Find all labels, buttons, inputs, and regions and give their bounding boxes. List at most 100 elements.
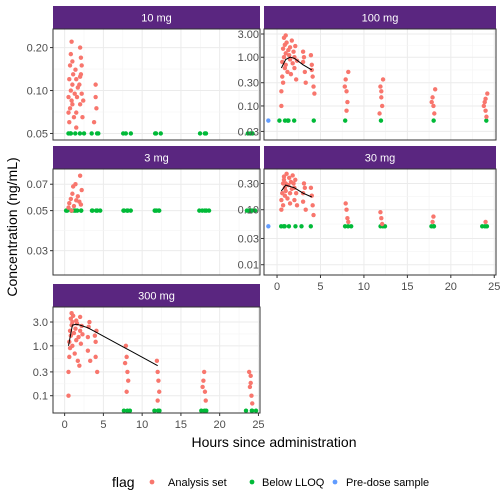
point-analysis	[308, 53, 314, 58]
point-below-lloq	[127, 408, 133, 413]
point-analysis	[291, 49, 296, 54]
panel-strip-label: 30 mg	[365, 153, 396, 165]
point-below-lloq	[243, 408, 249, 413]
point-analysis	[303, 207, 308, 212]
point-analysis	[301, 181, 307, 186]
point-analysis	[343, 201, 348, 206]
point-analysis	[284, 171, 289, 176]
point-analysis	[76, 334, 81, 340]
point-analysis	[287, 57, 293, 62]
point-analysis	[379, 216, 384, 221]
point-below-lloq	[197, 131, 203, 136]
point-analysis	[66, 205, 71, 210]
point-analysis	[67, 63, 73, 68]
point-analysis	[203, 398, 208, 403]
point-analysis	[93, 354, 98, 360]
point-below-lloq	[299, 224, 304, 229]
point-analysis	[77, 328, 83, 334]
point-analysis	[78, 72, 84, 77]
point-analysis	[283, 33, 288, 38]
point-analysis	[70, 102, 75, 107]
point-below-lloq	[293, 224, 298, 229]
point-analysis	[283, 188, 288, 194]
point-analysis	[312, 91, 317, 96]
point-analysis	[250, 401, 255, 406]
legend-label-blq: Below LLOQ	[262, 477, 325, 489]
point-analysis	[377, 111, 382, 116]
point-analysis	[91, 119, 97, 125]
point-analysis	[344, 108, 349, 113]
point-below-lloq	[253, 408, 259, 413]
point-analysis	[379, 89, 384, 94]
point-below-lloq	[250, 131, 255, 136]
point-analysis	[379, 103, 385, 109]
point-analysis	[293, 177, 298, 182]
point-below-lloq	[249, 408, 255, 413]
point-analysis	[73, 326, 78, 331]
legend-entry-predose: Pre-dose sample	[332, 477, 429, 489]
point-analysis	[481, 103, 487, 109]
y-tick-label: 0.30	[238, 78, 259, 90]
point-analysis	[67, 77, 72, 82]
point-analysis	[123, 343, 129, 349]
panel-strip-label: 3 mg	[144, 153, 168, 165]
point-below-lloq	[206, 208, 212, 213]
point-analysis	[280, 46, 286, 51]
point-analysis	[70, 319, 75, 325]
point-analysis	[70, 59, 75, 64]
point-analysis	[280, 80, 286, 85]
point-analysis	[284, 40, 289, 45]
point-below-lloq	[249, 208, 255, 213]
point-below-lloq	[378, 118, 384, 123]
point-below-lloq	[77, 131, 83, 136]
point-below-lloq	[158, 131, 163, 136]
point-analysis	[286, 53, 292, 58]
point-analysis	[70, 313, 76, 318]
point-analysis	[344, 89, 349, 94]
point-analysis	[310, 74, 315, 79]
point-analysis	[67, 119, 72, 125]
panel-strip-label: 100 mg	[362, 13, 399, 25]
point-analysis	[289, 38, 295, 43]
x-tick-label: 5	[317, 281, 323, 293]
point-analysis	[77, 363, 82, 368]
point-analysis	[71, 115, 77, 120]
y-tick-label: 3.0	[33, 317, 48, 329]
point-analysis	[311, 84, 316, 89]
point-analysis	[79, 91, 84, 96]
y-tick-label: 0.10	[238, 205, 259, 217]
point-below-lloq	[96, 131, 101, 136]
panel-3-mg: 3 mg 0.03 0.05 0.07	[27, 146, 261, 276]
point-below-lloq	[431, 224, 437, 229]
panel-strip-label: 10 mg	[141, 13, 172, 25]
point-below-lloq	[484, 118, 489, 123]
point-below-lloq	[78, 208, 84, 213]
point-analysis	[93, 339, 98, 345]
point-analysis	[429, 99, 434, 105]
point-analysis	[73, 67, 78, 72]
point-below-lloq	[89, 131, 94, 136]
y-tick-label: 0.05	[27, 128, 48, 140]
legend-label-predose: Pre-dose sample	[346, 477, 429, 489]
point-analysis	[122, 360, 128, 366]
point-analysis	[291, 181, 296, 186]
point-analysis	[201, 378, 206, 383]
point-analysis	[157, 389, 162, 394]
point-below-lloq	[277, 118, 282, 123]
x-tick-label: 20	[445, 281, 457, 293]
point-analysis	[483, 96, 488, 102]
point-below-lloq	[204, 408, 209, 413]
legend: flag Analysis set Below LLOQ Pre-dose sa…	[112, 474, 429, 490]
point-analysis	[285, 69, 290, 75]
point-analysis	[70, 72, 76, 77]
point-below-lloq	[348, 224, 354, 229]
point-analysis	[124, 354, 129, 360]
y-tick-label: 0.10	[27, 86, 48, 98]
point-analysis	[93, 82, 98, 87]
point-analysis	[201, 369, 207, 375]
point-analysis	[282, 193, 288, 198]
point-analysis	[85, 334, 91, 340]
point-predose	[266, 118, 271, 123]
point-analysis	[74, 110, 79, 115]
